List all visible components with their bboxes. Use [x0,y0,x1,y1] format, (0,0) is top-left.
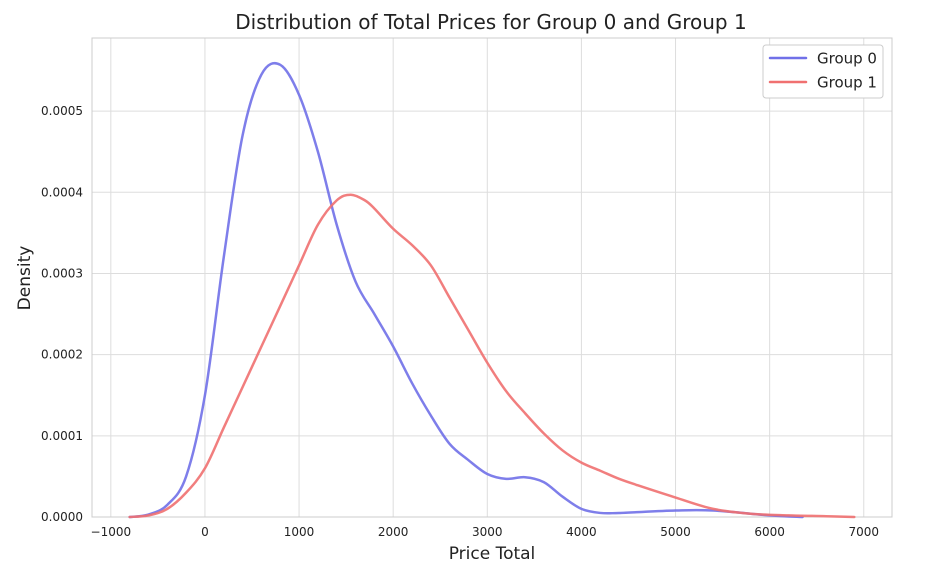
legend: Group 0 Group 1 [762,44,884,99]
density-line-group-1 [128,193,856,519]
y-tick-label: 0.0004 [41,185,83,199]
y-tick-label: 0.0003 [41,266,83,280]
x-tick-label: −1000 [91,525,132,539]
x-tick-label: 4000 [566,525,597,539]
x-tick-label: 5000 [660,525,691,539]
x-tick-label: 6000 [754,525,785,539]
x-tick-label: 7000 [848,525,879,539]
y-tick-label: 0.0002 [41,348,83,362]
x-tick-label: 1000 [284,525,315,539]
y-tick-label: 0.0000 [41,510,83,524]
series-layer [128,61,856,519]
y-tick-label: 0.0001 [41,429,83,443]
plot-frame [91,37,893,518]
x-tick-label: 2000 [378,525,409,539]
y-tick-label: 0.0005 [41,104,83,118]
chart-title: Distribution of Total Prices for Group 0… [235,10,746,34]
x-tick-label: 0 [201,525,209,539]
legend-label-group-0: Group 0 [817,50,877,68]
x-tick-label: 3000 [472,525,503,539]
density-line-group-0 [128,61,804,519]
y-axis-label: Density [15,246,35,311]
tick-layer: −1000 0 1000 2000 3000 4000 5000 6000 7000 0.0000… [41,104,879,539]
x-axis-label: Price Total [449,544,536,564]
legend-label-group-1: Group 1 [817,74,877,92]
